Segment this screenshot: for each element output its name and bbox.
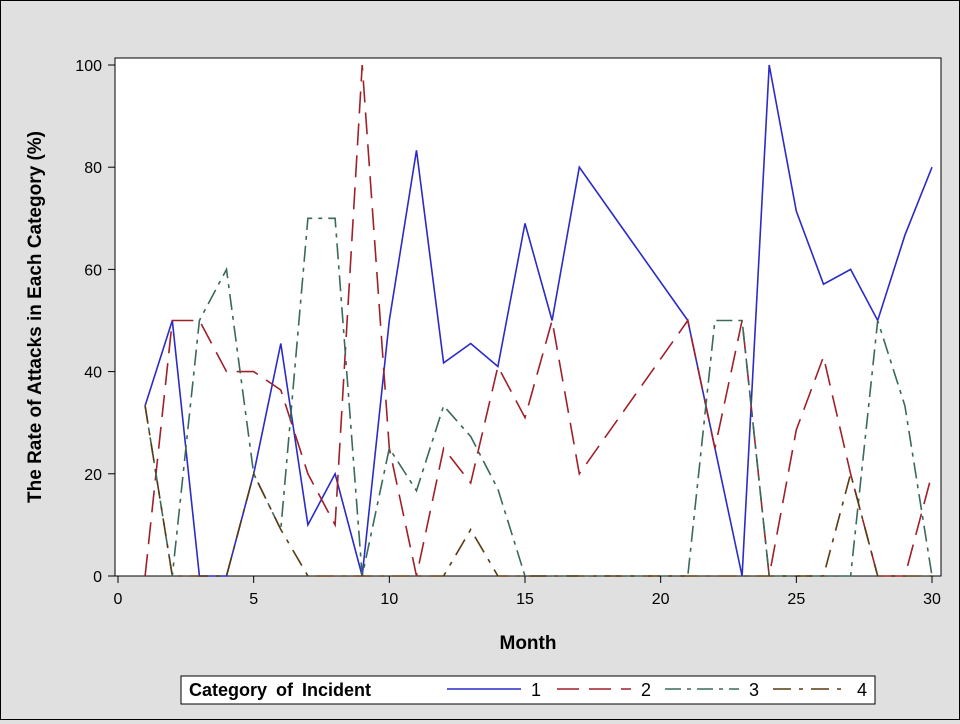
legend-label-1: 1: [531, 680, 541, 700]
y-axis: 0 20 40 60 80 100: [75, 58, 115, 586]
legend-title: Category of Incident: [189, 680, 371, 700]
legend: Category of Incident 1 2 3 4: [180, 675, 876, 705]
y-tick-label: 20: [84, 467, 102, 484]
y-tick-label: 0: [93, 569, 102, 586]
x-tick-label: 5: [249, 591, 258, 608]
x-tick-label: 0: [114, 591, 123, 608]
x-tick-label: 20: [652, 591, 670, 608]
x-tick-label: 10: [380, 591, 398, 608]
x-axis: 0 5 10 15 20 25 30: [114, 576, 941, 608]
legend-label-4: 4: [857, 680, 867, 700]
legend-label-2: 2: [641, 680, 651, 700]
x-axis-label: Month: [500, 633, 557, 654]
legend-items: 1 2 3 4: [447, 680, 867, 700]
series-line-4: [144, 405, 932, 577]
series-line-1: [144, 64, 933, 577]
legend-label-3: 3: [749, 680, 759, 700]
y-tick-label: 100: [75, 58, 102, 75]
series-layer: [144, 64, 933, 577]
y-tick-label: 40: [84, 365, 102, 382]
plot-area: [114, 57, 942, 577]
y-tick-label: 60: [84, 262, 102, 279]
y-tick-label: 80: [84, 160, 102, 177]
x-tick-label: 25: [787, 591, 805, 608]
y-axis-label: The Rate of Attacks in Each Category (%): [25, 131, 46, 503]
legend-box: [180, 675, 876, 705]
x-tick-label: 30: [923, 591, 941, 608]
x-tick-label: 15: [516, 591, 534, 608]
